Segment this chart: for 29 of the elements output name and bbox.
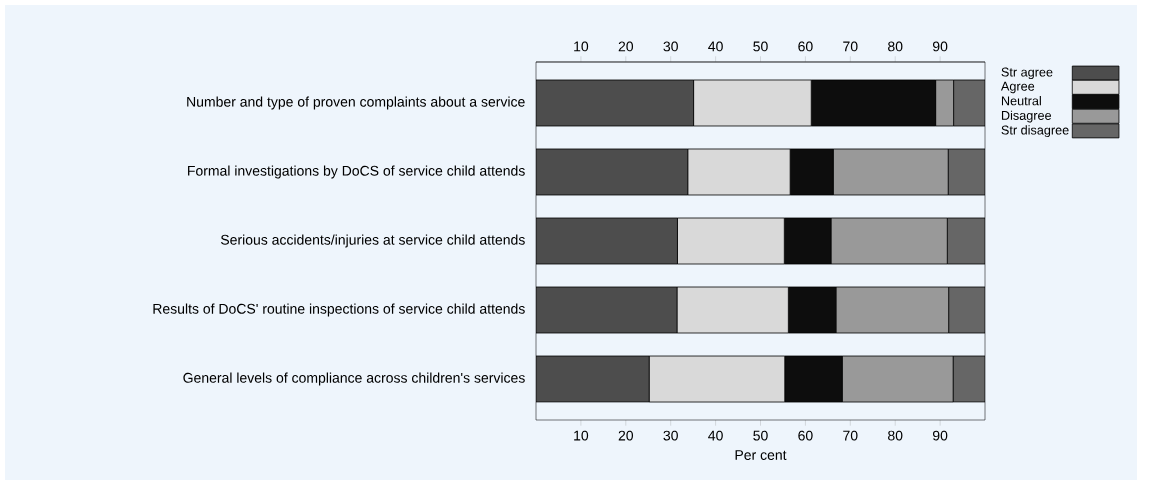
x-tick-label: 40 — [708, 430, 723, 441]
x2-tick-label: 30 — [663, 41, 678, 52]
y-tick-label: Number and type of proven complaints about a service — [187, 96, 525, 110]
x2-tick-label: 70 — [843, 41, 858, 52]
x-tick-label: 60 — [798, 430, 813, 441]
x2-tick-label: 10 — [574, 41, 589, 52]
x-tick-label: 50 — [753, 430, 768, 441]
x2-tick-label: 20 — [618, 41, 634, 52]
y-tick-label: General levels of compliance across children's services — [183, 372, 525, 386]
x-tick-label: 30 — [663, 430, 678, 441]
x2-tick-label: 90 — [932, 41, 948, 52]
x-tick-label: 90 — [932, 430, 948, 441]
x-tick-label: 70 — [843, 430, 858, 441]
x2-tick-label: 60 — [798, 41, 813, 52]
x2-tick-label: 80 — [888, 41, 903, 52]
x-tick-label: 20 — [618, 430, 634, 441]
x2-tick-label: 50 — [753, 41, 768, 52]
x-tick-label: 10 — [574, 430, 589, 441]
x-axis-title: Per cent — [735, 450, 787, 460]
x-tick-label: 80 — [888, 430, 903, 441]
y-tick-label: Formal investigations by DoCS of service child attends — [188, 165, 525, 179]
legend-label: Disagree — [1001, 110, 1052, 123]
text: Neutral — [1001, 96, 1041, 106]
x2-tick-label: 40 — [708, 41, 723, 52]
legend-label: Str agree — [1001, 67, 1053, 80]
y-tick-label: Serious accidents/injuries at service child attends — [220, 234, 525, 248]
y-tick-label: Results of DoCS' routine inspections of service child attends — [153, 303, 525, 317]
text: Agree — [1000, 81, 1035, 94]
legend-label: Str disagree — [1001, 125, 1069, 138]
